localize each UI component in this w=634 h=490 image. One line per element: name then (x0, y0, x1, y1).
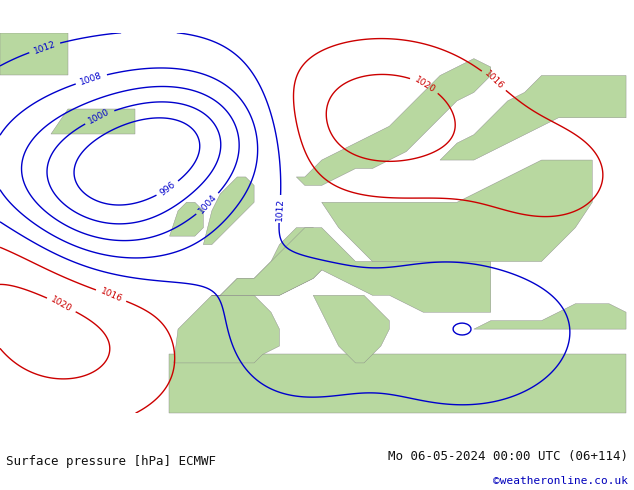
Text: 996: 996 (158, 180, 178, 197)
Text: 1020: 1020 (413, 75, 437, 95)
Text: 1004: 1004 (197, 193, 219, 216)
Text: 1012: 1012 (32, 39, 57, 55)
Text: 1020: 1020 (49, 295, 74, 314)
Text: Mo 06-05-2024 00:00 UTC (06+114): Mo 06-05-2024 00:00 UTC (06+114) (387, 450, 628, 464)
Text: 1016: 1016 (482, 70, 505, 92)
Text: 1016: 1016 (99, 287, 124, 304)
Text: ©weatheronline.co.uk: ©weatheronline.co.uk (493, 476, 628, 486)
Text: 1000: 1000 (87, 107, 112, 126)
Text: Surface pressure [hPa] ECMWF: Surface pressure [hPa] ECMWF (6, 455, 216, 468)
Text: 1012: 1012 (275, 197, 285, 220)
Text: 1008: 1008 (79, 71, 103, 87)
